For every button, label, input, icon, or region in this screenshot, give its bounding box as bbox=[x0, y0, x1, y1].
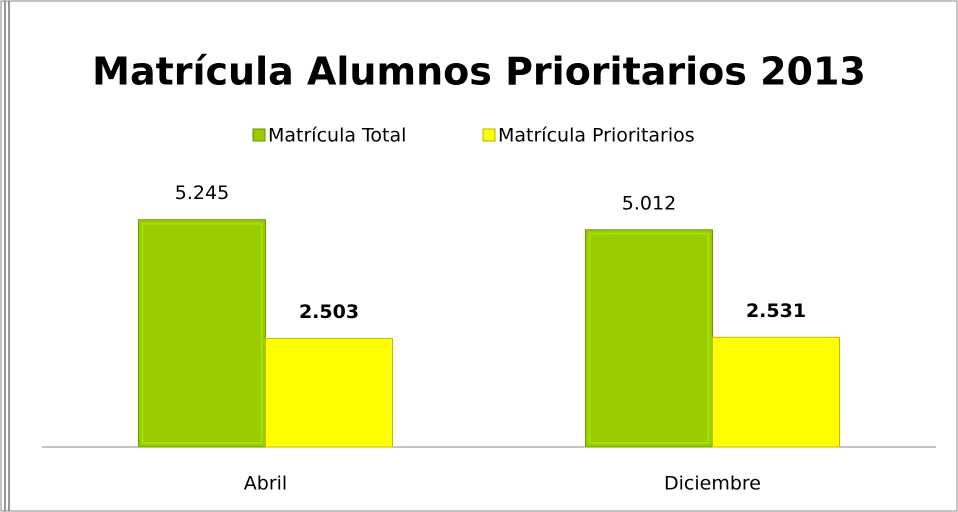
x-tick-label: Diciembre bbox=[664, 473, 761, 495]
bar-bevel bbox=[141, 222, 263, 444]
bar bbox=[265, 338, 393, 448]
chart-title: Matrícula Alumnos Prioritarios 2013 bbox=[92, 50, 866, 94]
bar bbox=[585, 229, 713, 448]
legend-label: Matrícula Prioritarios bbox=[498, 125, 695, 147]
legend-swatch bbox=[252, 128, 266, 142]
data-label: 2.531 bbox=[746, 300, 806, 322]
bar-bevel bbox=[588, 232, 710, 444]
data-label: 5.012 bbox=[622, 192, 676, 214]
bar-bevel bbox=[268, 341, 390, 444]
data-label: 5.245 bbox=[175, 182, 229, 204]
data-label: 2.503 bbox=[299, 301, 359, 323]
legend-swatch bbox=[482, 128, 496, 142]
bar bbox=[712, 336, 840, 448]
legend-label: Matrícula Total bbox=[268, 125, 406, 147]
bar-bevel bbox=[715, 340, 837, 444]
x-tick-label: Abril bbox=[244, 473, 287, 495]
bar bbox=[138, 219, 266, 448]
